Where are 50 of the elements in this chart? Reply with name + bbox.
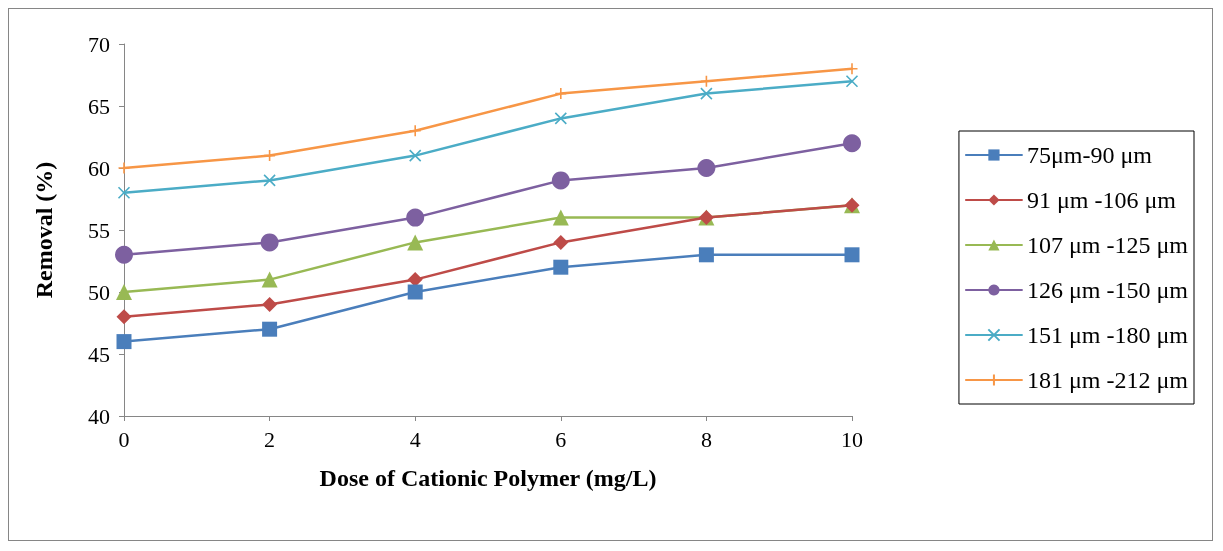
y-tick-label: 45 — [88, 341, 110, 367]
point — [844, 247, 860, 263]
legend-label: 181 μm -212 μm — [1026, 367, 1189, 393]
y-tick-label: 40 — [88, 403, 110, 429]
x-tick-label: 8 — [700, 426, 712, 452]
point — [407, 284, 423, 300]
point — [843, 134, 861, 153]
y-tick-label: 65 — [88, 93, 110, 119]
point — [263, 149, 276, 162]
point — [406, 208, 425, 227]
y-tick-label: 50 — [88, 279, 110, 305]
legend-label: 107 μm -125 μm — [1026, 232, 1189, 258]
point — [261, 271, 278, 288]
point — [700, 87, 713, 100]
y-axis-title: Removal (%) — [31, 161, 57, 299]
x-axis-title: Dose of Cationic Polymer (mg/L) — [319, 465, 657, 491]
y-tick-label: 60 — [88, 155, 110, 181]
point — [698, 247, 714, 263]
y-tick-label: 55 — [88, 217, 110, 243]
point — [408, 124, 422, 138]
point — [116, 284, 132, 300]
point — [845, 74, 859, 88]
point — [117, 186, 131, 200]
x-tick-label: 2 — [264, 426, 276, 452]
point — [553, 259, 569, 275]
point — [554, 112, 568, 125]
legend-label: 91 μm -106 μm — [1026, 187, 1177, 213]
legend-label: 75μm-90 μm — [1026, 142, 1153, 168]
x-tick-label: 0 — [118, 426, 130, 452]
point — [552, 209, 569, 226]
point — [117, 161, 131, 175]
point — [263, 174, 276, 187]
point — [407, 234, 424, 251]
point — [697, 159, 716, 177]
point — [116, 334, 132, 350]
point — [262, 296, 278, 312]
point — [408, 149, 422, 162]
point — [551, 171, 570, 190]
point — [116, 309, 132, 325]
point — [553, 234, 569, 250]
point — [115, 245, 133, 264]
point — [262, 321, 278, 337]
point — [260, 233, 279, 252]
x-tick-label: 10 — [841, 426, 863, 452]
x-tick-label: 6 — [555, 426, 567, 452]
y-tick-label: 70 — [88, 31, 110, 57]
legend-label: 126 μm -150 μm — [1026, 277, 1189, 303]
point — [554, 87, 568, 100]
legend-label: 151 μm -180 μm — [1026, 322, 1189, 348]
x-tick-label: 4 — [409, 426, 421, 452]
